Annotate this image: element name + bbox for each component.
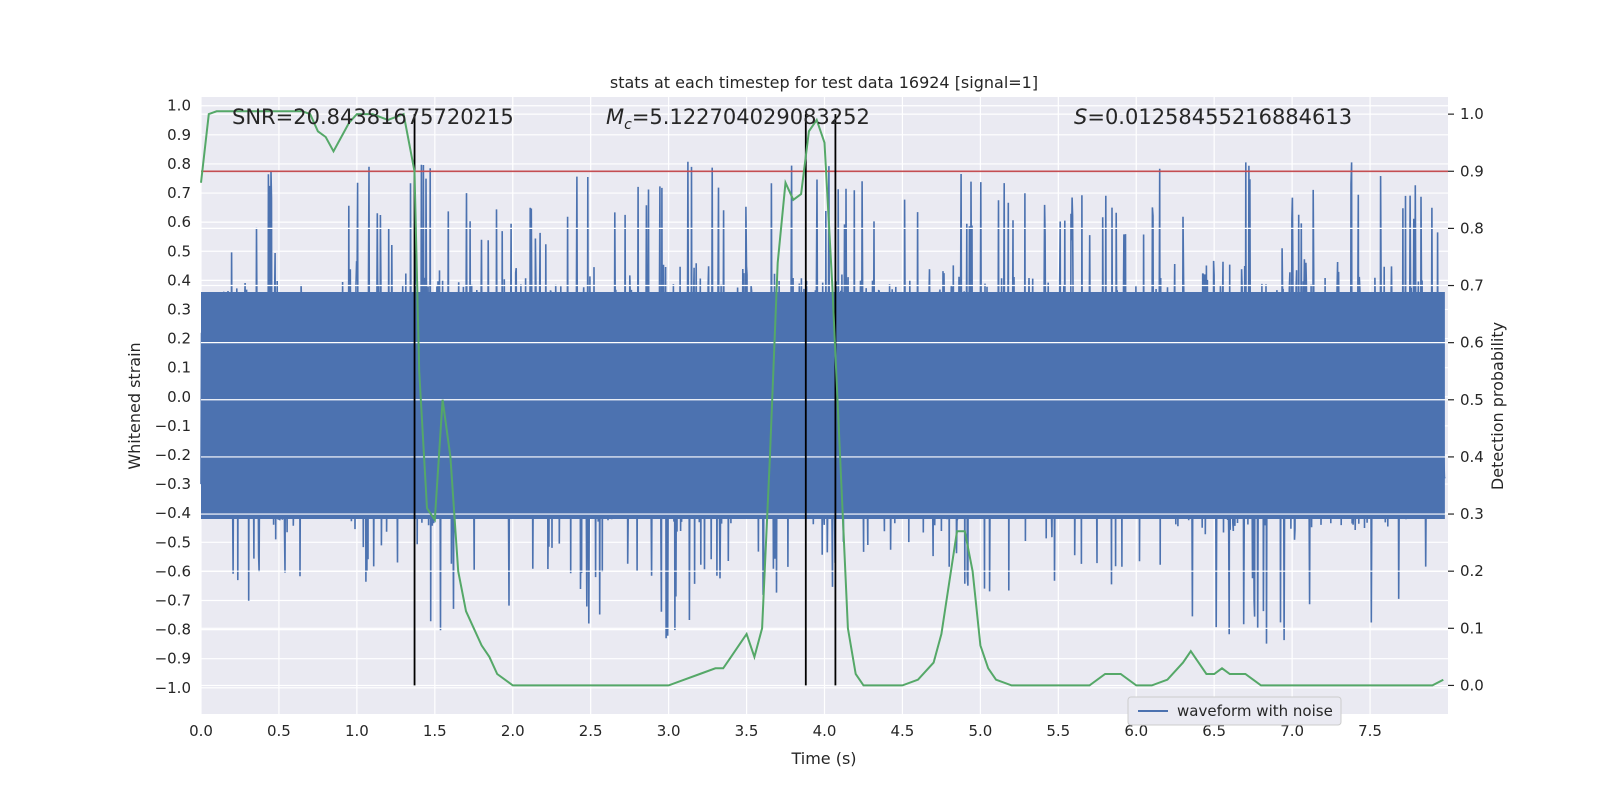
x-tick-label: 1.5 bbox=[423, 722, 447, 740]
y-tick-label: −0.7 bbox=[155, 591, 191, 609]
y-tick-label: 0.5 bbox=[167, 242, 191, 260]
overlay-lines bbox=[200, 110, 1448, 687]
y-tick-label: 0.9 bbox=[167, 126, 191, 144]
chirp-mass-subscript: c bbox=[624, 117, 632, 133]
y2-tick-label: 0.8 bbox=[1460, 219, 1484, 237]
y-tick-label: −0.9 bbox=[155, 650, 191, 668]
x-tick-label: 4.0 bbox=[813, 722, 837, 740]
y-tick-label: 0.7 bbox=[167, 184, 191, 202]
y2-tick-label: 0.5 bbox=[1460, 391, 1484, 409]
y-tick-label: 0.0 bbox=[167, 388, 191, 406]
chirp-mass-symbol: M bbox=[606, 105, 624, 129]
x-tick-label: 6.5 bbox=[1202, 722, 1226, 740]
x-tick-label: 0.0 bbox=[189, 722, 213, 740]
x-tick-label: 5.5 bbox=[1046, 722, 1070, 740]
x-tick-label: 4.5 bbox=[891, 722, 915, 740]
y-tick-label: −0.6 bbox=[155, 562, 191, 580]
gridlines-overlay bbox=[201, 113, 1448, 687]
chirp-mass-annotation: Mc=5.122704029083252 bbox=[606, 105, 870, 133]
y-tick-label: 0.1 bbox=[167, 359, 191, 377]
y-tick-label: −1.0 bbox=[155, 679, 191, 697]
legend-box bbox=[1127, 696, 1342, 726]
x-tick-label: 7.5 bbox=[1358, 722, 1382, 740]
y-tick-label: 1.0 bbox=[167, 97, 191, 115]
waveform-series bbox=[200, 161, 1446, 644]
y-tick-label: 0.4 bbox=[167, 271, 191, 289]
x-tick-label: 6.0 bbox=[1124, 722, 1148, 740]
y2-tick-label: 0.3 bbox=[1460, 505, 1484, 523]
y2-tick-label: 0.2 bbox=[1460, 562, 1484, 580]
x-tick-label: 3.0 bbox=[657, 722, 681, 740]
x-tick-label: 1.0 bbox=[345, 722, 369, 740]
y-tick-label: −0.5 bbox=[155, 533, 191, 551]
y-tick-label: −0.2 bbox=[155, 446, 191, 464]
legend: waveform with noise bbox=[1127, 696, 1342, 726]
y-axis-label: Whitened strain bbox=[125, 342, 144, 469]
y-tick-label: 0.8 bbox=[167, 155, 191, 173]
y2-tick-label: 0.6 bbox=[1460, 334, 1484, 352]
y2-tick-label: 1.0 bbox=[1460, 105, 1484, 123]
x-axis: 0.0 0.5 1.0 1.5 2.0 2.5 3.0 3.5 4.0 4.5 5.0 5.5 6.0 6… bbox=[189, 722, 1382, 740]
s-annotation: S=0.01258455216884613 bbox=[1074, 105, 1352, 129]
y-tick-label: 0.3 bbox=[167, 300, 191, 318]
x-tick-label: 5.0 bbox=[968, 722, 992, 740]
y-axis-right-label: Detection probability bbox=[1488, 322, 1507, 490]
chirp-mass-value: =5.122704029083252 bbox=[632, 105, 870, 129]
y-tick-label: −0.3 bbox=[155, 475, 191, 493]
y2-tick-label: 0.0 bbox=[1460, 676, 1484, 694]
waveform-core bbox=[201, 291, 1445, 520]
y2-tick-label: 0.1 bbox=[1460, 619, 1484, 637]
y2-tick-label: 0.9 bbox=[1460, 162, 1484, 180]
x-axis-label: Time (s) bbox=[790, 749, 856, 768]
x-tick-label: 0.5 bbox=[267, 722, 291, 740]
legend-label: waveform with noise bbox=[1177, 702, 1333, 720]
y-tick-label: −0.8 bbox=[155, 621, 191, 639]
y-tick-label: 0.6 bbox=[167, 213, 191, 231]
probability-line bbox=[200, 110, 1444, 687]
x-tick-label: 7.0 bbox=[1280, 722, 1304, 740]
s-value: =0.01258455216884613 bbox=[1087, 105, 1352, 129]
y-tick-label: −0.1 bbox=[155, 417, 191, 435]
y2-tick-label: 0.4 bbox=[1460, 448, 1484, 466]
x-tick-label: 2.5 bbox=[579, 722, 603, 740]
y-axis-right: 1.0 0.9 0.8 0.7 0.6 0.5 0.4 0.3 0.2 0.1 0.0 bbox=[1448, 105, 1484, 694]
y-axis-left: 1.0 0.9 0.8 0.7 0.6 0.5 0.4 0.3 0.2 0.1 0.0 −0.1 −0.… bbox=[155, 97, 191, 697]
y-tick-label: 0.2 bbox=[167, 330, 191, 348]
x-tick-label: 3.5 bbox=[735, 722, 759, 740]
y2-tick-label: 0.7 bbox=[1460, 277, 1484, 295]
x-tick-label: 2.0 bbox=[501, 722, 525, 740]
y-tick-label: −0.4 bbox=[155, 504, 191, 522]
chart-title: stats at each timestep for test data 169… bbox=[610, 73, 1038, 92]
snr-annotation: SNR=20.84381675720215 bbox=[232, 105, 514, 129]
s-symbol: S bbox=[1074, 105, 1087, 129]
